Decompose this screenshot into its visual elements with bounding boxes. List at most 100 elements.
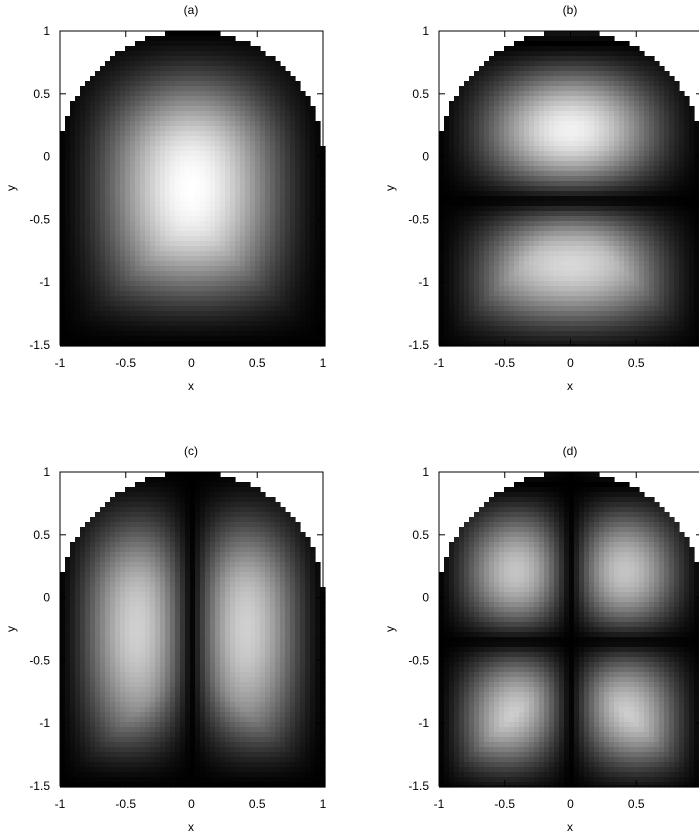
heatmap-cell — [275, 106, 281, 112]
heatmap-cell — [180, 281, 186, 287]
heatmap-cell — [90, 311, 96, 317]
heatmap-cell — [494, 166, 500, 172]
heatmap-cell — [190, 141, 196, 147]
heatmap-cell — [574, 271, 580, 277]
heatmap-cell — [280, 111, 286, 117]
heatmap-cell — [509, 276, 515, 282]
heatmap-cell — [584, 231, 590, 237]
heatmap-cell — [155, 181, 161, 187]
heatmap-cell — [529, 176, 535, 182]
heatmap-cell — [65, 201, 71, 207]
heatmap-cell — [105, 241, 111, 247]
heatmap-cell — [145, 146, 151, 152]
heatmap-cell — [534, 301, 540, 307]
heatmap-cell — [589, 66, 595, 72]
heatmap-cell — [200, 71, 206, 77]
heatmap-cell — [165, 146, 171, 152]
heatmap-cell — [150, 341, 156, 347]
heatmap-cell — [574, 171, 580, 177]
heatmap-cell — [260, 101, 266, 107]
heatmap-cell — [554, 46, 560, 52]
heatmap-cell — [275, 231, 281, 237]
heatmap-cell — [519, 246, 525, 252]
heatmap-cell — [145, 341, 151, 347]
heatmap-cell — [250, 211, 256, 217]
heatmap-cell — [469, 131, 475, 137]
heatmap-cell — [100, 181, 106, 187]
heatmap-cell — [559, 186, 565, 192]
heatmap-cell — [484, 101, 490, 107]
heatmap-cell — [469, 116, 475, 122]
heatmap-cell — [145, 226, 151, 232]
heatmap-cell — [260, 326, 266, 332]
heatmap-cell — [504, 66, 510, 72]
heatmap-cell — [479, 66, 485, 72]
heatmap-cell — [170, 51, 176, 57]
heatmap-cell — [524, 46, 530, 52]
heatmap-cell — [260, 331, 266, 337]
heatmap-cell — [519, 256, 525, 262]
heatmap-cell — [240, 266, 246, 272]
heatmap-cell — [190, 171, 196, 177]
heatmap-cell — [569, 171, 575, 177]
heatmap-cell — [140, 201, 146, 207]
heatmap-cell — [180, 341, 186, 347]
heatmap-cell — [205, 226, 211, 232]
heatmap-cell — [115, 191, 121, 197]
heatmap-cell — [185, 291, 191, 297]
heatmap-cell — [534, 101, 540, 107]
heatmap-cell — [270, 56, 276, 62]
heatmap-cell — [494, 71, 500, 77]
heatmap-cell — [275, 176, 281, 182]
heatmap-cell — [569, 321, 575, 327]
heatmap-cell — [255, 81, 261, 87]
heatmap-cell — [449, 101, 455, 107]
heatmap-cell — [70, 221, 76, 227]
heatmap-cell — [559, 201, 565, 207]
heatmap-cell — [454, 296, 460, 302]
heatmap-cell — [579, 196, 585, 202]
heatmap-cell — [589, 306, 595, 312]
heatmap-cell — [469, 326, 475, 332]
heatmap-cell — [544, 316, 550, 322]
heatmap-cell — [115, 321, 121, 327]
heatmap-cell — [195, 216, 201, 222]
heatmap-cell — [494, 286, 500, 292]
heatmap-cell — [260, 186, 266, 192]
heatmap-cell — [95, 311, 101, 317]
heatmap-cell — [469, 286, 475, 292]
heatmap-cell — [305, 156, 311, 162]
heatmap-cell — [65, 286, 71, 292]
heatmap-cell — [295, 176, 301, 182]
heatmap-cell — [295, 131, 301, 137]
heatmap-cell — [275, 296, 281, 302]
heatmap-cell — [285, 296, 291, 302]
heatmap-cell — [290, 286, 296, 292]
heatmap-cell — [260, 176, 266, 182]
heatmap-cell — [459, 191, 465, 197]
heatmap-cell — [529, 136, 535, 142]
heatmap-cell — [190, 216, 196, 222]
heatmap-cell — [514, 121, 520, 127]
heatmap-cell — [469, 321, 475, 327]
heatmap-cell — [205, 136, 211, 142]
heatmap-cell — [270, 261, 276, 267]
heatmap-cell — [230, 136, 236, 142]
heatmap-cell — [240, 306, 246, 312]
heatmap-cell — [190, 251, 196, 257]
heatmap-cell — [160, 46, 166, 52]
heatmap-cell — [544, 261, 550, 267]
heatmap-cell — [524, 341, 530, 347]
heatmap-cell — [479, 136, 485, 142]
heatmap-cell — [100, 121, 106, 127]
heatmap-cell — [245, 141, 251, 147]
heatmap-cell — [564, 46, 570, 52]
heatmap-cell — [449, 221, 455, 227]
heatmap-cell — [305, 241, 311, 247]
heatmap-cell — [175, 186, 181, 192]
heatmap-cell — [564, 91, 570, 97]
heatmap-cell — [479, 156, 485, 162]
heatmap-cell — [584, 126, 590, 132]
heatmap-cell — [65, 321, 71, 327]
heatmap-cell — [170, 196, 176, 202]
